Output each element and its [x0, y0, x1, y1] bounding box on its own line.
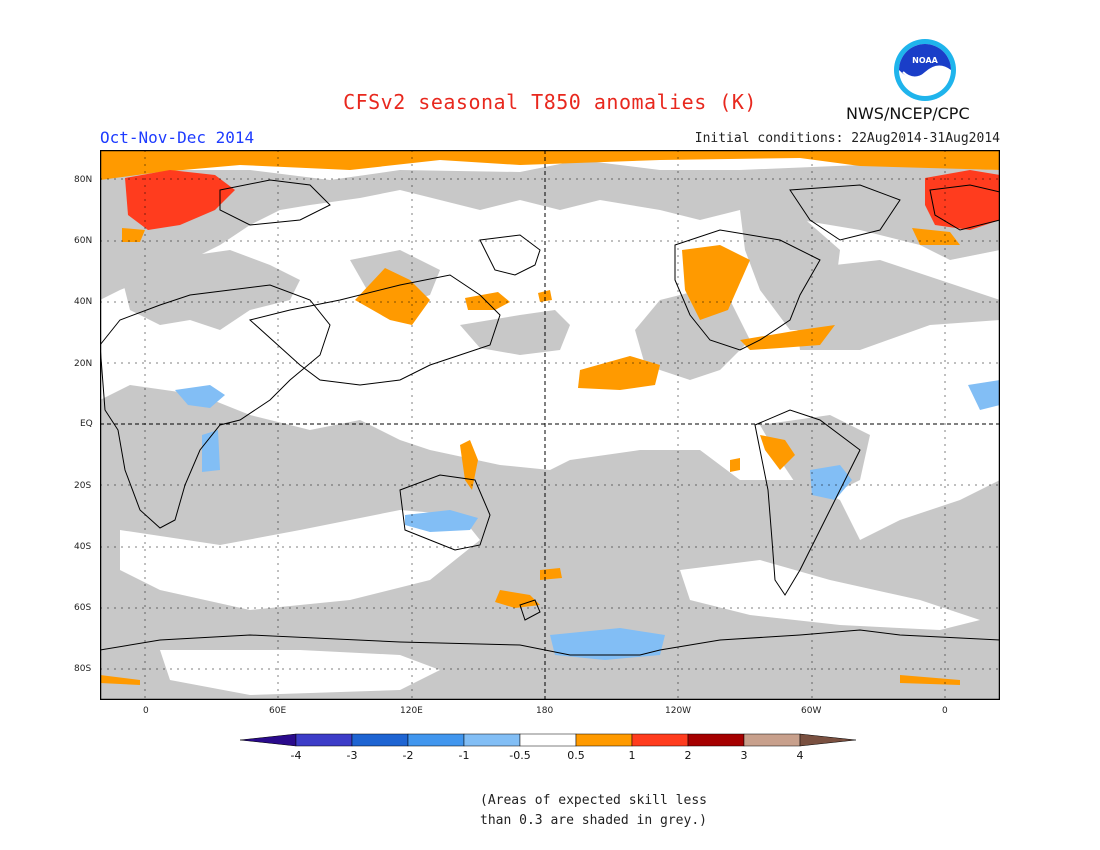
colorbar-label: -2 [403, 749, 414, 762]
lat-label-40n: 40N [74, 297, 93, 307]
colorbar-box [407, 733, 465, 747]
cool-anomaly-regions [175, 380, 1000, 660]
agency-label: NWS/NCEP/CPC [846, 104, 970, 123]
colorbar-box [743, 733, 801, 747]
logo-text: NOAA [912, 56, 938, 65]
colorbar-box [295, 733, 353, 747]
colorbar-triangle-low [239, 733, 297, 747]
lon-label-120w: 120W [665, 706, 692, 716]
map-title: CFSv2 seasonal T850 anomalies (K) [343, 90, 757, 114]
colorbar-box [575, 733, 633, 747]
colorbar-legend: -4 -3 -2 -1 -0.5 0.5 1 2 3 4 [239, 733, 857, 762]
strong-warm-anomaly-regions [125, 170, 1000, 230]
moderate-skill-white-regions [120, 510, 980, 695]
lat-label-20s: 20S [74, 481, 92, 491]
lon-label-120e: 120E [400, 706, 423, 716]
colorbar-label: 4 [797, 749, 804, 762]
colorbar-triangle-high [799, 733, 857, 747]
colorbar-label: -1 [459, 749, 470, 762]
colorbar-boxes [239, 733, 857, 747]
noaa-logo: NOAA [894, 39, 956, 101]
equator-and-dateline [100, 150, 1000, 700]
lat-label-20n: 20N [74, 359, 93, 369]
lat-label-eq: EQ [80, 419, 93, 429]
colorbar-label: 2 [685, 749, 692, 762]
colorbar-label: -4 [291, 749, 302, 762]
skill-note-line1: (Areas of expected skill less [480, 793, 707, 808]
lon-label-60e: 60E [269, 706, 287, 716]
colorbar-box [463, 733, 521, 747]
lat-label-80s: 80S [74, 664, 92, 674]
lon-label-0-east: 0 [942, 706, 948, 716]
colorbar-box [519, 733, 577, 747]
colorbar-label: -0.5 [509, 749, 530, 762]
lon-label-0-west: 0 [143, 706, 149, 716]
colorbar-labels: -4 -3 -2 -1 -0.5 0.5 1 2 3 4 [291, 749, 804, 762]
lat-label-60s: 60S [74, 603, 92, 613]
colorbar-label: 3 [741, 749, 748, 762]
forecast-period: Oct-Nov-Dec 2014 [100, 128, 255, 147]
lon-label-180: 180 [536, 706, 554, 716]
lon-label-60w: 60W [801, 706, 822, 716]
lat-label-80n: 80N [74, 175, 93, 185]
colorbar-label: -3 [347, 749, 358, 762]
colorbar-label: 1 [629, 749, 636, 762]
lat-label-40s: 40S [74, 542, 92, 552]
initial-conditions: Initial conditions: 22Aug2014-31Aug2014 [694, 131, 1000, 146]
colorbar-box [687, 733, 745, 747]
lat-label-60n: 60N [74, 236, 93, 246]
skill-note-line2: than 0.3 are shaded in grey.) [480, 813, 707, 828]
colorbar-label: 0.5 [567, 749, 585, 762]
map-frame [100, 150, 1000, 700]
continent-outlines [100, 179, 1000, 656]
colorbar-box [631, 733, 689, 747]
colorbar-box [351, 733, 409, 747]
graticule [100, 150, 1000, 700]
anomaly-map [100, 150, 1000, 700]
